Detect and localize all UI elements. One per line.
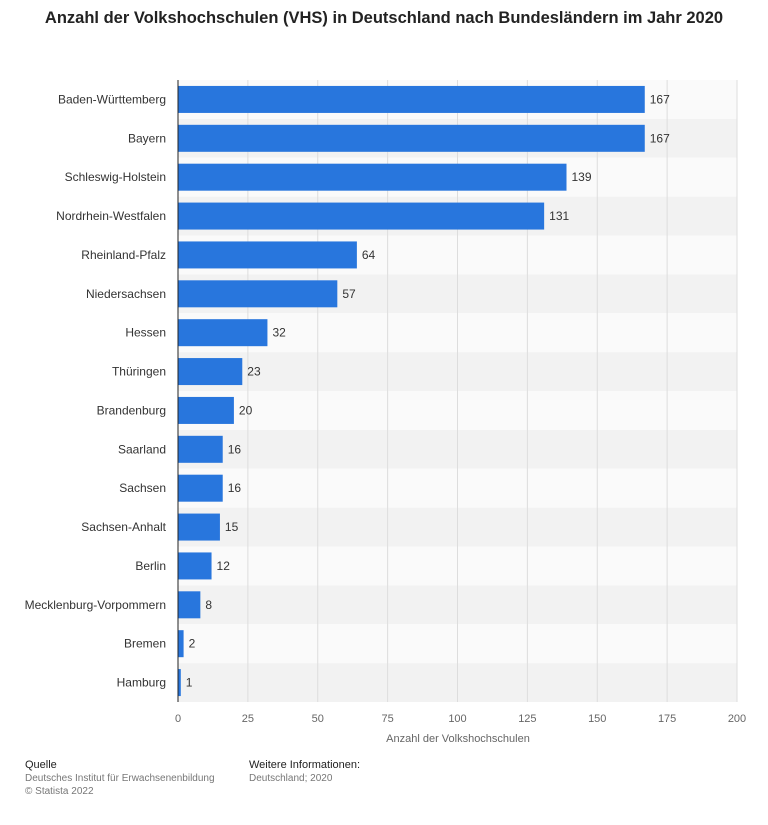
value-label: 1 (186, 676, 193, 690)
value-label: 16 (228, 442, 242, 456)
bar (178, 669, 181, 697)
bar (178, 124, 645, 152)
value-label: 167 (650, 131, 670, 145)
category-label: Nordrhein-Westfalen (56, 209, 166, 223)
x-tick-label: 50 (312, 713, 324, 725)
category-label: Baden-Württemberg (58, 92, 166, 106)
bar (178, 319, 268, 347)
x-tick-label: 25 (242, 713, 254, 725)
bar (178, 591, 201, 619)
value-label: 57 (342, 287, 356, 301)
value-label: 167 (650, 92, 670, 106)
info-text: Deutschland; 2020 (249, 773, 333, 784)
copyright-text: © Statista 2022 (25, 786, 94, 797)
category-label: Hessen (125, 326, 166, 340)
bar (178, 163, 567, 191)
value-label: 12 (217, 559, 231, 573)
x-tick-label: 0 (175, 713, 181, 725)
bar (178, 513, 220, 541)
info-label: Weitere Informationen: (249, 759, 361, 771)
x-tick-label: 125 (518, 713, 536, 725)
category-label: Saarland (118, 442, 166, 456)
x-tick-label: 100 (448, 713, 466, 725)
value-label: 64 (362, 248, 376, 262)
value-label: 20 (239, 403, 253, 417)
category-label: Niedersachsen (86, 287, 166, 301)
category-label: Brandenburg (97, 403, 166, 417)
category-label: Schleswig-Holstein (65, 170, 166, 184)
category-label: Bremen (124, 637, 166, 651)
source-block: Quelle Deutsches Institut für Erwachsene… (25, 759, 215, 798)
category-label: Mecklenburg-Vorpommern (25, 598, 166, 612)
category-label: Sachsen (119, 481, 166, 495)
bar (178, 358, 243, 386)
bar (178, 474, 223, 502)
value-label: 16 (228, 481, 242, 495)
x-tick-label: 75 (382, 713, 394, 725)
bar (178, 202, 545, 230)
source-label: Quelle (25, 759, 57, 771)
value-label: 139 (572, 170, 592, 184)
x-tick-label: 200 (728, 713, 746, 725)
info-block: Weitere Informationen: Deutschland; 2020 (249, 759, 360, 785)
value-label: 2 (189, 637, 196, 651)
bar (178, 280, 338, 308)
bar (178, 396, 234, 424)
category-label: Berlin (135, 559, 166, 573)
value-label: 23 (247, 365, 261, 379)
category-label: Thüringen (112, 365, 166, 379)
value-label: 32 (272, 326, 286, 340)
x-tick-label: 175 (658, 713, 676, 725)
value-label: 131 (549, 209, 569, 223)
value-label: 8 (205, 598, 212, 612)
category-label: Hamburg (117, 676, 166, 690)
chart-title: Anzahl der Volkshochschulen (VHS) in Deu… (44, 9, 724, 27)
x-axis-label: Anzahl der Volkshochschulen (386, 733, 530, 745)
category-label: Rheinland-Pfalz (81, 248, 166, 262)
value-label: 15 (225, 520, 239, 534)
category-label: Sachsen-Anhalt (81, 520, 166, 534)
bar (178, 241, 357, 269)
bar (178, 630, 184, 658)
bar (178, 435, 223, 463)
x-tick-label: 150 (588, 713, 606, 725)
bar (178, 85, 645, 113)
source-text: Deutsches Institut für Erwachsenenbildun… (25, 773, 215, 784)
bar-chart: Baden-Württemberg 167 Bayern 167 Schleswig-H… (25, 80, 746, 745)
bar (178, 552, 212, 580)
category-label: Bayern (128, 131, 166, 145)
